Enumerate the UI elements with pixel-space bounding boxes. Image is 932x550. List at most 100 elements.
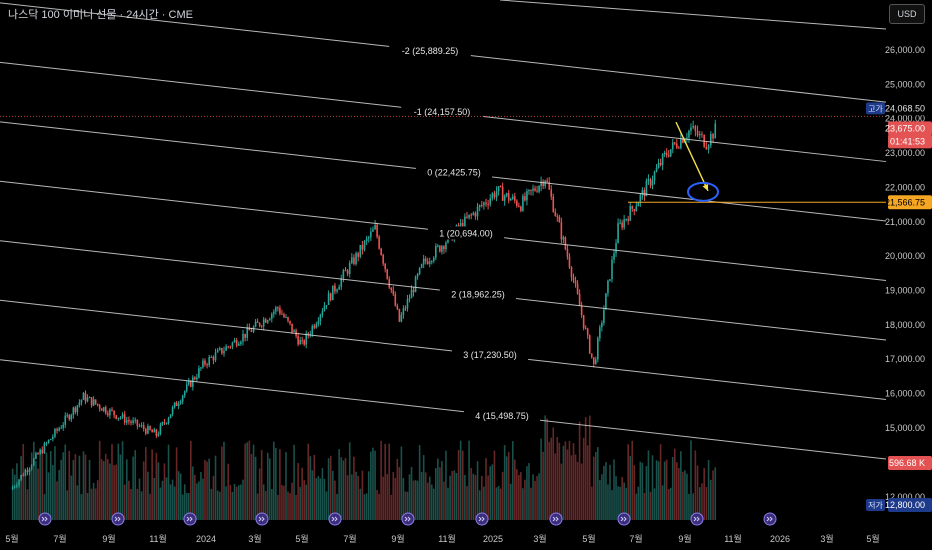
volume-bar [445, 450, 447, 520]
candle-body [493, 193, 496, 198]
volume-bar [287, 491, 289, 520]
volume-bar [235, 486, 238, 520]
candle-body [505, 193, 508, 196]
high-price-label[interactable]: 24,068.50 [885, 103, 925, 113]
event-marker-icon[interactable] [617, 512, 631, 526]
volume-bar [560, 463, 563, 520]
time-tick-label: 5월 [582, 533, 595, 544]
candle-body [690, 127, 692, 131]
volume-bar [20, 455, 22, 520]
target-ellipse[interactable] [687, 181, 719, 202]
event-marker-icon[interactable] [111, 512, 125, 526]
candle-body [572, 277, 575, 281]
volume-bar [54, 446, 56, 520]
volume-bar [516, 469, 518, 520]
event-marker-icon[interactable] [690, 512, 704, 526]
countdown-label-bg [888, 134, 932, 149]
arrow-head [702, 183, 709, 191]
event-marker-icon[interactable] [183, 512, 197, 526]
candle-body [64, 415, 67, 425]
time-tick-label: 9월 [678, 533, 691, 544]
candle-body [183, 391, 186, 396]
time-axis[interactable]: 5월 7월 9월 11월 2024 3월 5월 7월 9월 11월 2025 3월 5월 7월 9월 11월 2… [0, 512, 932, 550]
projection-arrow[interactable] [675, 121, 709, 192]
candle-body [386, 269, 389, 279]
time-axis-bg [0, 530, 932, 550]
candle-body [179, 401, 182, 404]
candle-body [390, 287, 393, 291]
candle-body [487, 204, 489, 206]
event-marker-icon[interactable] [38, 512, 52, 526]
candle-body [552, 196, 555, 212]
current-price-label[interactable]: 23,675.00 [885, 123, 925, 133]
channel-line[interactable] [0, 359, 887, 460]
support-price-label[interactable]: 21,566.75 [885, 197, 925, 207]
volume-bar [497, 486, 500, 520]
channel-label: 1 (20,694.00) [439, 228, 493, 238]
event-marker-icon[interactable] [763, 512, 777, 526]
volume-bar [671, 456, 674, 520]
candle-body [633, 209, 636, 211]
candle-body [564, 237, 567, 250]
candle-body [619, 222, 621, 224]
volume-bar [451, 470, 453, 520]
candle-body [546, 180, 548, 183]
candle-body [408, 298, 411, 300]
channel-line[interactable] [499, 0, 887, 30]
volume-bar [281, 485, 283, 520]
volume-bar [297, 463, 299, 520]
candle-body [78, 402, 81, 406]
volume-bar [311, 470, 314, 520]
volume-bar [455, 473, 458, 520]
volume-bar [548, 441, 551, 520]
volume-bar [611, 490, 613, 520]
candle-body [680, 138, 682, 148]
candle-body [111, 409, 113, 411]
event-chevron [331, 516, 338, 522]
channel-label-bg [401, 104, 483, 118]
event-marker-icon[interactable] [255, 512, 269, 526]
candle-body [649, 179, 652, 186]
candle-body [35, 453, 37, 459]
countdown-label[interactable]: 01:41:53 [890, 136, 925, 146]
volume-bar [617, 486, 619, 520]
time-tick-label: 11월 [149, 533, 167, 544]
candle-body [478, 205, 481, 207]
annotations[interactable] [0, 115, 886, 203]
volume-bar [550, 437, 553, 520]
event-marker-icon[interactable] [475, 512, 489, 526]
volume-bar [39, 455, 41, 520]
volume-bar [404, 491, 407, 520]
volume-label[interactable]: 596.68 K [889, 458, 925, 468]
candle-body [566, 249, 569, 257]
volume-bar [332, 470, 334, 520]
candle-body [443, 246, 445, 250]
volume-bar [355, 471, 357, 520]
channel-line[interactable] [0, 299, 887, 401]
high-tag: 고가 [868, 104, 883, 113]
event-marker-icon[interactable] [549, 512, 563, 526]
volume-bar [244, 443, 246, 520]
volume-bar [540, 438, 542, 520]
event-circle [763, 512, 777, 526]
currency-button[interactable]: USD [889, 4, 925, 24]
volume-bar [599, 479, 601, 520]
volume-bar [710, 479, 712, 520]
event-marker-icon[interactable] [401, 512, 415, 526]
candle-body [590, 353, 593, 358]
volume-bar [424, 472, 427, 520]
regression-channel[interactable]: -2 (25,889.25) -1 (24,157.50) 0 (22,425.75… [0, 0, 887, 460]
low-price-label[interactable]: 12,800.00 [885, 500, 925, 510]
volume-bar [536, 476, 538, 520]
price-axis[interactable]: 26,000.00 25,000.00 24,000.00 23,000.00 22,0… [866, 0, 932, 550]
candle-body [388, 278, 391, 288]
volume-bar [346, 475, 349, 520]
volume-bar [307, 443, 310, 520]
event-marker-icon[interactable] [328, 512, 342, 526]
candle-body [132, 420, 134, 423]
volume-bar [342, 460, 345, 520]
candle-body [223, 350, 225, 354]
volume-bar [556, 437, 559, 520]
volume-bar [576, 461, 579, 520]
